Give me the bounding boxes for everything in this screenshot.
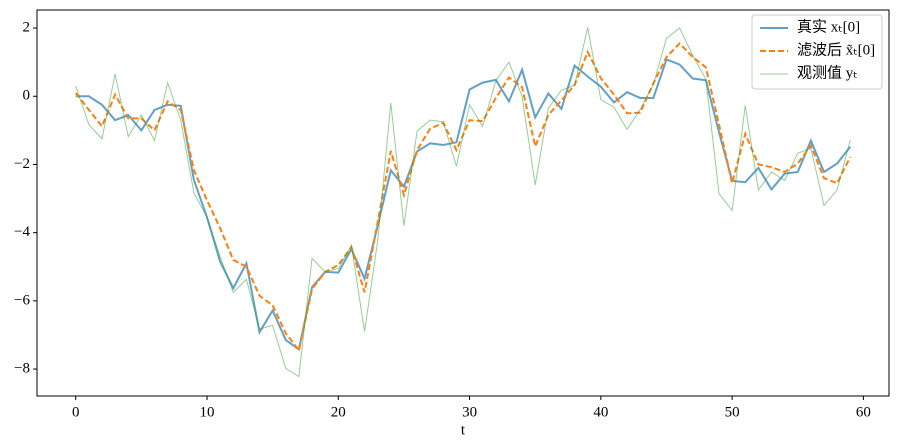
legend-box xyxy=(751,14,883,90)
x-tick-label: 10 xyxy=(200,404,215,420)
x-tick-label: 40 xyxy=(593,404,608,420)
y-tick-label: −6 xyxy=(14,292,30,308)
x-tick-label: 0 xyxy=(72,404,80,420)
series-line xyxy=(75,58,852,351)
x-tick-label: 30 xyxy=(462,404,477,420)
x-axis-label: t xyxy=(461,422,466,438)
series-line xyxy=(75,27,851,378)
x-tick-label: 50 xyxy=(725,404,740,420)
y-tick-label: −2 xyxy=(14,156,30,172)
x-tick-label: 60 xyxy=(856,404,871,420)
plot-frame xyxy=(36,9,890,397)
x-tick-label: 20 xyxy=(331,404,346,420)
legend-label: 滤波后 x̃ₜ[0] xyxy=(797,41,875,58)
legend-label: 真实 xₜ[0] xyxy=(797,17,860,35)
y-tick-label: 2 xyxy=(23,20,31,36)
legend-label: 观测值 yₜ xyxy=(797,64,858,81)
y-tick-label: −4 xyxy=(14,224,30,240)
y-tick-label: 0 xyxy=(23,88,31,104)
y-tick-label: −8 xyxy=(14,360,30,376)
legend: 真实 xₜ[0] 滤波后 x̃ₜ[0] 观测值 yₜ xyxy=(751,14,883,90)
